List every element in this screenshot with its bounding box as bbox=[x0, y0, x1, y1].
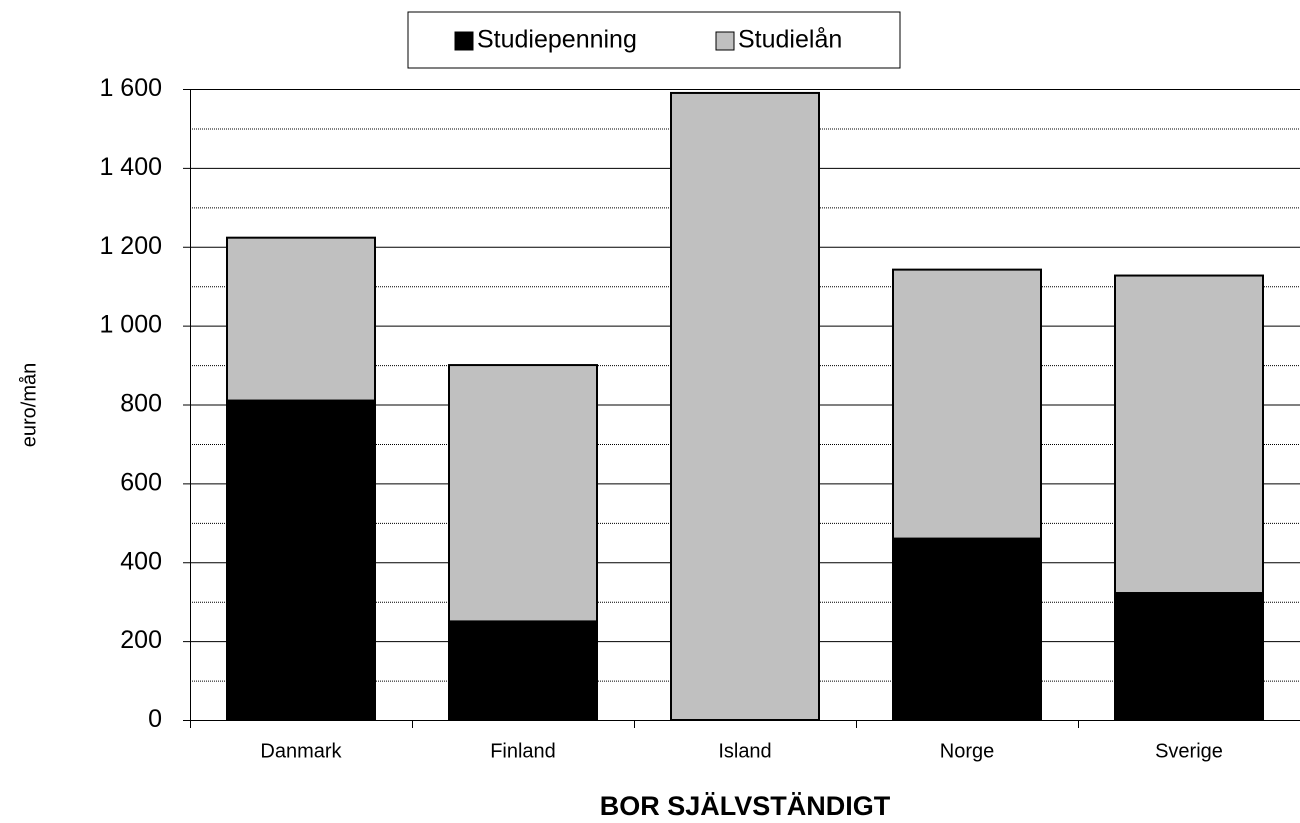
y-tick-label: 1 600 bbox=[99, 74, 162, 102]
legend: Studiepenning Studielån bbox=[407, 11, 901, 69]
legend-label: Studielån bbox=[738, 26, 842, 54]
x-tick-label: Finland bbox=[490, 740, 556, 762]
bar-segment bbox=[892, 268, 1042, 540]
y-tick-label: 1 400 bbox=[99, 153, 162, 181]
y-tick-label: 800 bbox=[120, 390, 162, 418]
y-tick-label: 600 bbox=[120, 468, 162, 496]
bar-segment bbox=[448, 620, 598, 721]
x-tick-label: Island bbox=[718, 740, 771, 762]
bar-segment bbox=[670, 91, 820, 722]
y-tick-label: 400 bbox=[120, 547, 162, 575]
bar-segment bbox=[1114, 592, 1264, 721]
legend-box bbox=[407, 11, 901, 69]
y-tick-label: 1 200 bbox=[99, 232, 162, 260]
legend-swatch bbox=[715, 31, 735, 51]
legend-swatch bbox=[454, 31, 474, 51]
bar-segment bbox=[892, 537, 1042, 722]
x-axis-label: BOR SJÄLVSTÄNDIGT bbox=[600, 791, 891, 821]
bar-segment bbox=[226, 236, 376, 402]
y-tick-label: 200 bbox=[120, 626, 162, 654]
y-tick-label: 0 bbox=[148, 705, 162, 733]
x-tick-label: Danmark bbox=[260, 740, 342, 762]
y-tick-label: 1 000 bbox=[99, 311, 162, 339]
x-tick-label: Sverige bbox=[1155, 740, 1223, 762]
y-axis-label: euro/mån bbox=[18, 363, 40, 448]
bar-segment bbox=[448, 364, 598, 623]
x-tick-label: Norge bbox=[940, 740, 994, 762]
legend-label: Studiepenning bbox=[477, 26, 637, 54]
bar-segment bbox=[226, 399, 376, 721]
bar-segment bbox=[1114, 274, 1264, 595]
